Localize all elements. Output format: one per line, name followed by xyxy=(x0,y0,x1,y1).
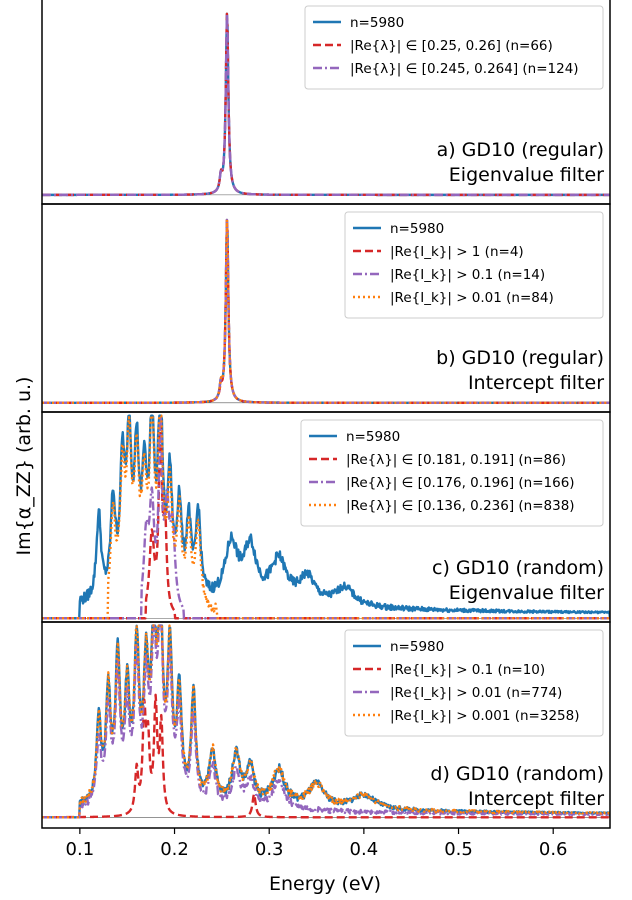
legend-label: n=5980 xyxy=(390,639,444,655)
legend-label: |Re{I_k}| > 0.1 (n=14) xyxy=(390,267,545,283)
legend-label: n=5980 xyxy=(346,429,400,445)
legend-label: |Re{I_k}| > 0.01 (n=84) xyxy=(390,290,554,306)
legend-label: |Re{λ}| ∈ [0.136, 0.236] (n=838) xyxy=(346,498,575,514)
x-tick-label: 0.1 xyxy=(66,839,95,860)
series-line-3 xyxy=(42,624,610,819)
legend-label: n=5980 xyxy=(350,15,404,31)
panel-subtitle: Eigenvalue filter xyxy=(449,582,604,604)
panel-title: b) GD10 (regular) xyxy=(436,347,604,369)
series-line-2 xyxy=(42,12,610,197)
series-line-3 xyxy=(42,218,610,404)
legend: n=5980 |Re{λ}| ∈ [0.181, 0.191] (n=86) |Re… xyxy=(300,419,604,527)
legend-label: |Re{λ}| ∈ [0.176, 0.196] (n=166) xyxy=(346,475,575,491)
legend-label: |Re{I_k}| > 1 (n=4) xyxy=(390,244,524,260)
x-tick-label: 0.3 xyxy=(255,839,284,860)
legend-label: |Re{I_k}| > 0.001 (n=3258) xyxy=(390,708,580,724)
legend-label: |Re{I_k}| > 0.01 (n=774) xyxy=(390,685,562,701)
panel-title: a) GD10 (regular) xyxy=(437,139,604,161)
panel-subtitle: Intercept filter xyxy=(468,372,604,394)
x-axis: 0.1 0.2 0.3 0.4 0.5 0.6 xyxy=(66,828,568,860)
series-line-2 xyxy=(42,414,610,620)
legend: n=5980 |Re{λ}| ∈ [0.25, 0.26] (n=66) |Re{λ… xyxy=(304,5,604,90)
x-tick-label: 0.4 xyxy=(350,839,379,860)
legend-label: |Re{I_k}| > 0.1 (n=10) xyxy=(390,662,545,678)
x-axis-label: Energy (eV) xyxy=(269,873,381,895)
panel-frame xyxy=(41,621,611,829)
series-line-1 xyxy=(42,693,610,819)
panel-subtitle: Eigenvalue filter xyxy=(449,164,604,186)
panel-title: c) GD10 (random) xyxy=(432,557,604,579)
panel-b: n=5980 |Re{I_k}| > 1 (n=4) |Re{I_k}| > 0.1… xyxy=(41,203,611,413)
legend-label: |Re{λ}| ∈ [0.25, 0.26] (n=66) xyxy=(350,38,553,54)
panel-a: n=5980 |Re{λ}| ∈ [0.25, 0.26] (n=66) |Re{λ… xyxy=(41,0,611,205)
x-tick-label: 0.5 xyxy=(444,839,473,860)
y-axis-label: Im{α_ZZ} (arb. u.) xyxy=(13,377,35,556)
panel-subtitle: Intercept filter xyxy=(468,788,604,810)
panel-d: n=5980 |Re{I_k}| > 0.1 (n=10) |Re{I_k}| > … xyxy=(41,621,611,829)
legend: n=5980 |Re{I_k}| > 1 (n=4) |Re{I_k}| > 0.1… xyxy=(344,211,604,319)
series-line-0 xyxy=(42,414,610,620)
legend-label: |Re{λ}| ∈ [0.245, 0.264] (n=124) xyxy=(350,61,579,77)
panel-c: n=5980 |Re{λ}| ∈ [0.181, 0.191] (n=86) |Re… xyxy=(41,411,611,623)
panel-title: d) GD10 (random) xyxy=(430,763,604,785)
legend-label: |Re{λ}| ∈ [0.181, 0.191] (n=86) xyxy=(346,452,566,468)
panels: n=5980 |Re{λ}| ∈ [0.25, 0.26] (n=66) |Re{λ… xyxy=(41,0,611,829)
legend-label: n=5980 xyxy=(390,221,444,237)
x-tick-label: 0.2 xyxy=(160,839,189,860)
x-tick-label: 0.6 xyxy=(539,839,568,860)
legend: n=5980 |Re{I_k}| > 0.1 (n=10) |Re{I_k}| > … xyxy=(344,629,604,737)
